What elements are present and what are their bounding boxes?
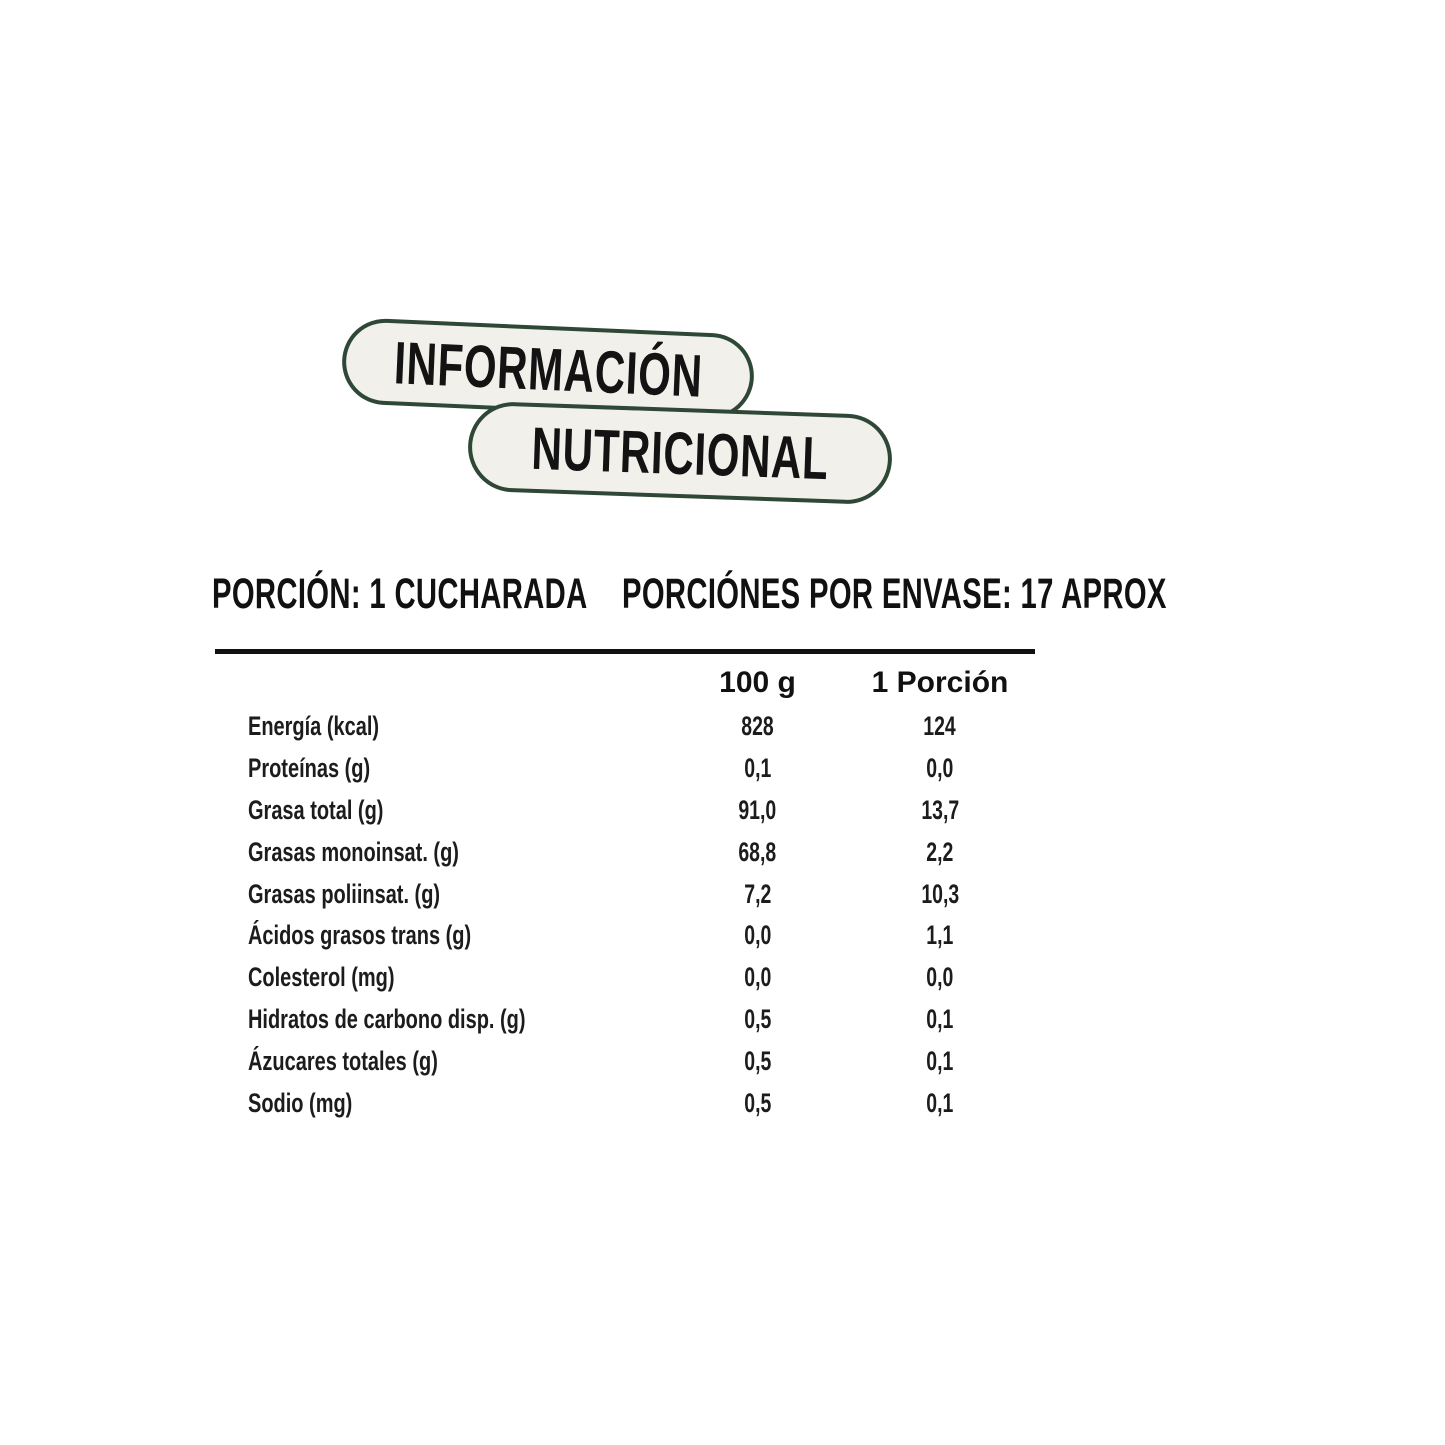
row-value-porcion: 1,1 [926, 920, 954, 951]
row-label: Energía (kcal) [248, 711, 380, 742]
row-value-100g: 0,5 [743, 1045, 772, 1076]
column-header-100g: 100 g [719, 666, 796, 699]
banner-title-line2: NUTRICIONAL [530, 414, 830, 492]
row-label: Colesterol (mg) [248, 962, 395, 993]
row-label: Grasas poliinsat. (g) [248, 878, 441, 909]
row-label: Grasa total (g) [248, 794, 384, 825]
row-value-porcion: 0,1 [926, 1087, 954, 1118]
table-row: Grasas poliinsat. (g) 7,2 10,3 [215, 873, 1035, 915]
row-value-100g: 0,0 [743, 920, 772, 951]
banner-title-line1: INFORMACIÓN [392, 328, 704, 410]
divider-rule [215, 649, 1035, 654]
row-value-100g: 7,2 [743, 878, 772, 909]
row-value-100g: 0,0 [743, 962, 772, 993]
table-row: Ázucares totales (g) 0,5 0,1 [215, 1040, 1035, 1082]
serving-size-label: PORCIÓN: 1 CUCHARADA [212, 570, 588, 618]
column-header-1-porcion: 1 Porción [871, 666, 1009, 699]
table-header-row: 100 g 1 Porción [215, 660, 1035, 706]
row-value-porcion: 0,1 [926, 1003, 954, 1034]
row-value-porcion: 0,0 [926, 962, 954, 993]
row-value-porcion: 10,3 [921, 878, 959, 909]
nutrition-table: 100 g 1 Porción Energía (kcal) 828 124 P… [215, 660, 1035, 1124]
row-value-100g: 0,5 [743, 1003, 772, 1034]
table-row: Hidratos de carbono disp. (g) 0,5 0,1 [215, 999, 1035, 1041]
row-label: Proteínas (g) [248, 753, 371, 784]
row-value-porcion: 2,2 [926, 836, 954, 867]
serving-size-text: PORCIÓN: 1 CUCHARADA [212, 570, 764, 619]
table-row: Proteínas (g) 0,1 0,0 [215, 748, 1035, 790]
table-row: Sodio (mg) 0,5 0,1 [215, 1082, 1035, 1124]
row-value-porcion: 13,7 [921, 794, 959, 825]
row-value-porcion: 0,1 [926, 1045, 954, 1076]
row-label: Ácidos grasos trans (g) [248, 920, 472, 951]
row-label: Hidratos de carbono disp. (g) [248, 1003, 526, 1034]
table-row: Grasas monoinsat. (g) 68,8 2,2 [215, 831, 1035, 873]
row-value-100g: 0,1 [743, 753, 772, 784]
row-label: Grasas monoinsat. (g) [248, 836, 459, 867]
table-row: Energía (kcal) 828 124 [215, 706, 1035, 748]
row-value-porcion: 0,0 [926, 753, 954, 784]
row-value-100g: 0,5 [743, 1087, 772, 1118]
servings-per-container-label: PORCIÓNES POR ENVASE: 17 APROX [622, 570, 1167, 618]
row-value-100g: 828 [741, 711, 774, 742]
row-value-100g: 91,0 [738, 794, 777, 825]
row-value-porcion: 124 [923, 711, 957, 742]
servings-per-container-text: PORCIÓNES POR ENVASE: 17 APROX [622, 570, 1423, 619]
row-value-100g: 68,8 [738, 836, 777, 867]
row-label: Sodio (mg) [248, 1087, 353, 1118]
table-row: Ácidos grasos trans (g) 0,0 1,1 [215, 915, 1035, 957]
table-row: Colesterol (mg) 0,0 0,0 [215, 957, 1035, 999]
row-label: Ázucares totales (g) [248, 1045, 438, 1076]
banner-pill-nutricional: NUTRICIONAL [466, 400, 894, 506]
table-row: Grasa total (g) 91,0 13,7 [215, 790, 1035, 832]
